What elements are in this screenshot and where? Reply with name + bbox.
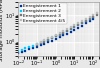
Enregistrement 1 [74,29,75,30]
Enregistrement 2 [81,23,83,24]
Enregistrement 4/5 [63,30,64,31]
Enregistrement 3 [89,18,90,19]
Enregistrement 2 [40,42,41,43]
Line: Enregistrement 3: Enregistrement 3 [35,13,99,46]
Enregistrement 2 [78,25,79,26]
Enregistrement 4/5 [59,32,60,33]
Enregistrement 1 [29,49,30,50]
Enregistrement 2 [59,34,60,35]
Enregistrement 3 [40,43,41,44]
Enregistrement 3 [97,14,98,15]
Enregistrement 1 [51,40,53,41]
Enregistrement 4/5 [48,38,49,39]
Enregistrement 2 [93,17,94,18]
Enregistrement 2 [70,29,71,30]
Enregistrement 2 [85,21,86,22]
Enregistrement 1 [63,35,64,36]
Enregistrement 3 [93,16,94,17]
Y-axis label: Storage modulus (MPa): Storage modulus (MPa) [0,0,4,61]
Enregistrement 1 [48,42,49,43]
Enregistrement 3 [55,36,56,37]
Enregistrement 2 [29,47,30,48]
Enregistrement 2 [36,44,37,45]
Enregistrement 2 [32,45,34,46]
Enregistrement 4/5 [36,43,37,44]
Line: Enregistrement 2: Enregistrement 2 [17,16,95,52]
Enregistrement 1 [44,43,45,44]
Enregistrement 3 [78,24,79,25]
Enregistrement 1 [89,21,90,22]
Line: Enregistrement 4/5: Enregistrement 4/5 [35,12,99,45]
Enregistrement 2 [48,39,49,40]
Enregistrement 3 [44,41,45,42]
Enregistrement 2 [44,41,45,42]
Line: Enregistrement 1: Enregistrement 1 [17,18,95,54]
Enregistrement 1 [32,48,34,49]
Enregistrement 3 [85,20,86,21]
Enregistrement 1 [25,50,26,51]
Enregistrement 3 [59,34,60,35]
Enregistrement 3 [70,28,71,29]
Enregistrement 1 [70,31,71,32]
Enregistrement 4/5 [44,40,45,41]
Enregistrement 1 [55,38,56,39]
Enregistrement 1 [36,46,37,47]
Enregistrement 3 [66,30,68,31]
Enregistrement 3 [63,32,64,33]
Enregistrement 1 [40,45,41,46]
Enregistrement 2 [25,48,26,49]
Enregistrement 1 [59,37,60,38]
Enregistrement 3 [51,38,53,39]
Enregistrement 1 [66,33,68,34]
Enregistrement 2 [89,19,90,20]
Enregistrement 4/5 [55,34,56,35]
Enregistrement 4/5 [51,36,53,37]
Legend: Enregistrement 1, Enregistrement 2, Enregistrement 3, Enregistrement 4/5: Enregistrement 1, Enregistrement 2, Enre… [19,3,67,24]
Enregistrement 2 [74,27,75,28]
Enregistrement 1 [81,25,83,26]
Enregistrement 1 [85,23,86,24]
Enregistrement 1 [78,27,79,28]
Enregistrement 1 [21,51,22,52]
Enregistrement 2 [55,36,56,37]
Enregistrement 2 [21,49,22,50]
